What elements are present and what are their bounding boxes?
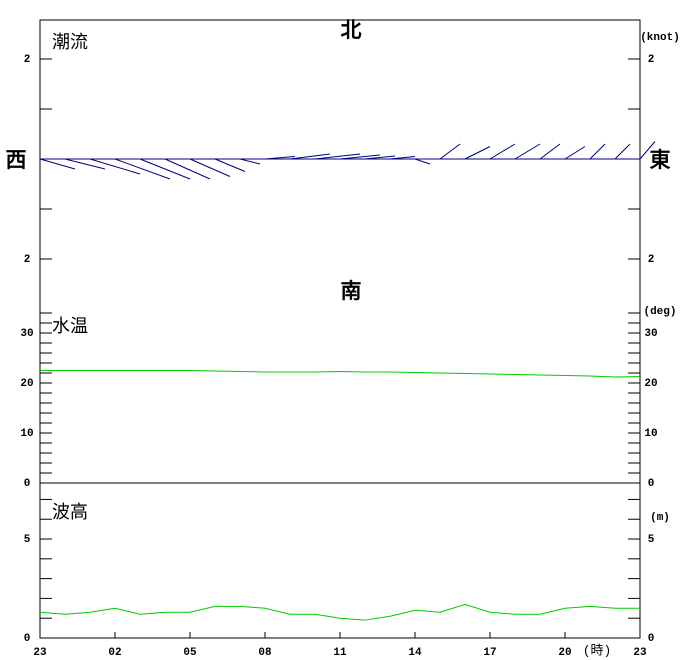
current-vector — [439, 143, 461, 160]
current-vector — [364, 155, 396, 160]
y-tick-label: 2 — [648, 54, 655, 66]
y-tick-label: 0 — [24, 633, 31, 645]
panel-title: 波高 — [52, 502, 88, 523]
x-tick-label: 23 — [633, 647, 647, 659]
current-vector — [514, 143, 541, 160]
x-axis-label: (時) — [583, 643, 612, 658]
current-vector — [214, 158, 246, 172]
y-tick-label: 20 — [20, 378, 33, 390]
y-tick-label: 30 — [644, 328, 657, 340]
x-tick-label: 08 — [258, 647, 272, 659]
y-tick-label: 2 — [24, 54, 31, 66]
y-tick-label: 2 — [648, 254, 655, 266]
current-vector — [39, 158, 76, 170]
current-vector — [64, 158, 106, 170]
current-vector — [164, 158, 211, 180]
y-tick-label: 5 — [648, 534, 655, 546]
x-tick-label: 11 — [333, 647, 347, 659]
current-vector — [539, 143, 561, 160]
y-tick-label: 10 — [20, 428, 33, 440]
current-vector — [314, 153, 361, 160]
compass-north: 北 — [341, 18, 362, 42]
y-tick-label: 20 — [644, 378, 657, 390]
x-tick-label: 20 — [558, 647, 571, 659]
compass-south: 南 — [341, 279, 362, 303]
y-tick-label: 10 — [644, 428, 657, 440]
current-vector — [614, 143, 631, 160]
x-tick-label: 23 — [33, 647, 47, 659]
panel-title: 潮流 — [52, 32, 88, 53]
current-vector — [414, 158, 431, 165]
y-tick-label: 5 — [24, 534, 31, 546]
y-tick-label: 0 — [648, 478, 655, 490]
y-tick-label: 30 — [20, 328, 33, 340]
x-tick-label: 05 — [183, 647, 197, 659]
series-line — [40, 370, 641, 378]
unit-label: (m) — [650, 512, 670, 524]
current-vector — [239, 158, 261, 165]
compass-west: 西 — [6, 148, 27, 172]
current-vector — [564, 146, 586, 160]
current-vector — [589, 143, 606, 160]
current-vector — [139, 158, 191, 180]
frame — [39, 19, 641, 639]
x-tick-label: 14 — [408, 647, 422, 659]
unit-label: (knot) — [640, 32, 680, 44]
compass-east: 東 — [650, 148, 671, 172]
current-vector — [339, 154, 381, 160]
current-vector — [639, 141, 656, 160]
current-vector — [189, 158, 231, 177]
current-vector — [489, 143, 516, 160]
y-tick-label: 0 — [24, 478, 31, 490]
x-tick-label: 17 — [483, 647, 496, 659]
y-tick-label: 2 — [24, 254, 31, 266]
current-vector — [464, 146, 491, 160]
unit-label: (deg) — [643, 306, 676, 318]
current-vector — [89, 158, 141, 175]
x-tick-label: 02 — [108, 647, 121, 659]
series-line — [39, 603, 640, 621]
y-tick-label: 0 — [648, 633, 655, 645]
current-vector — [264, 156, 296, 160]
current-vector — [289, 153, 331, 160]
current-vector — [389, 156, 416, 160]
panel-title: 水温 — [52, 316, 88, 337]
current-vector — [114, 158, 171, 180]
